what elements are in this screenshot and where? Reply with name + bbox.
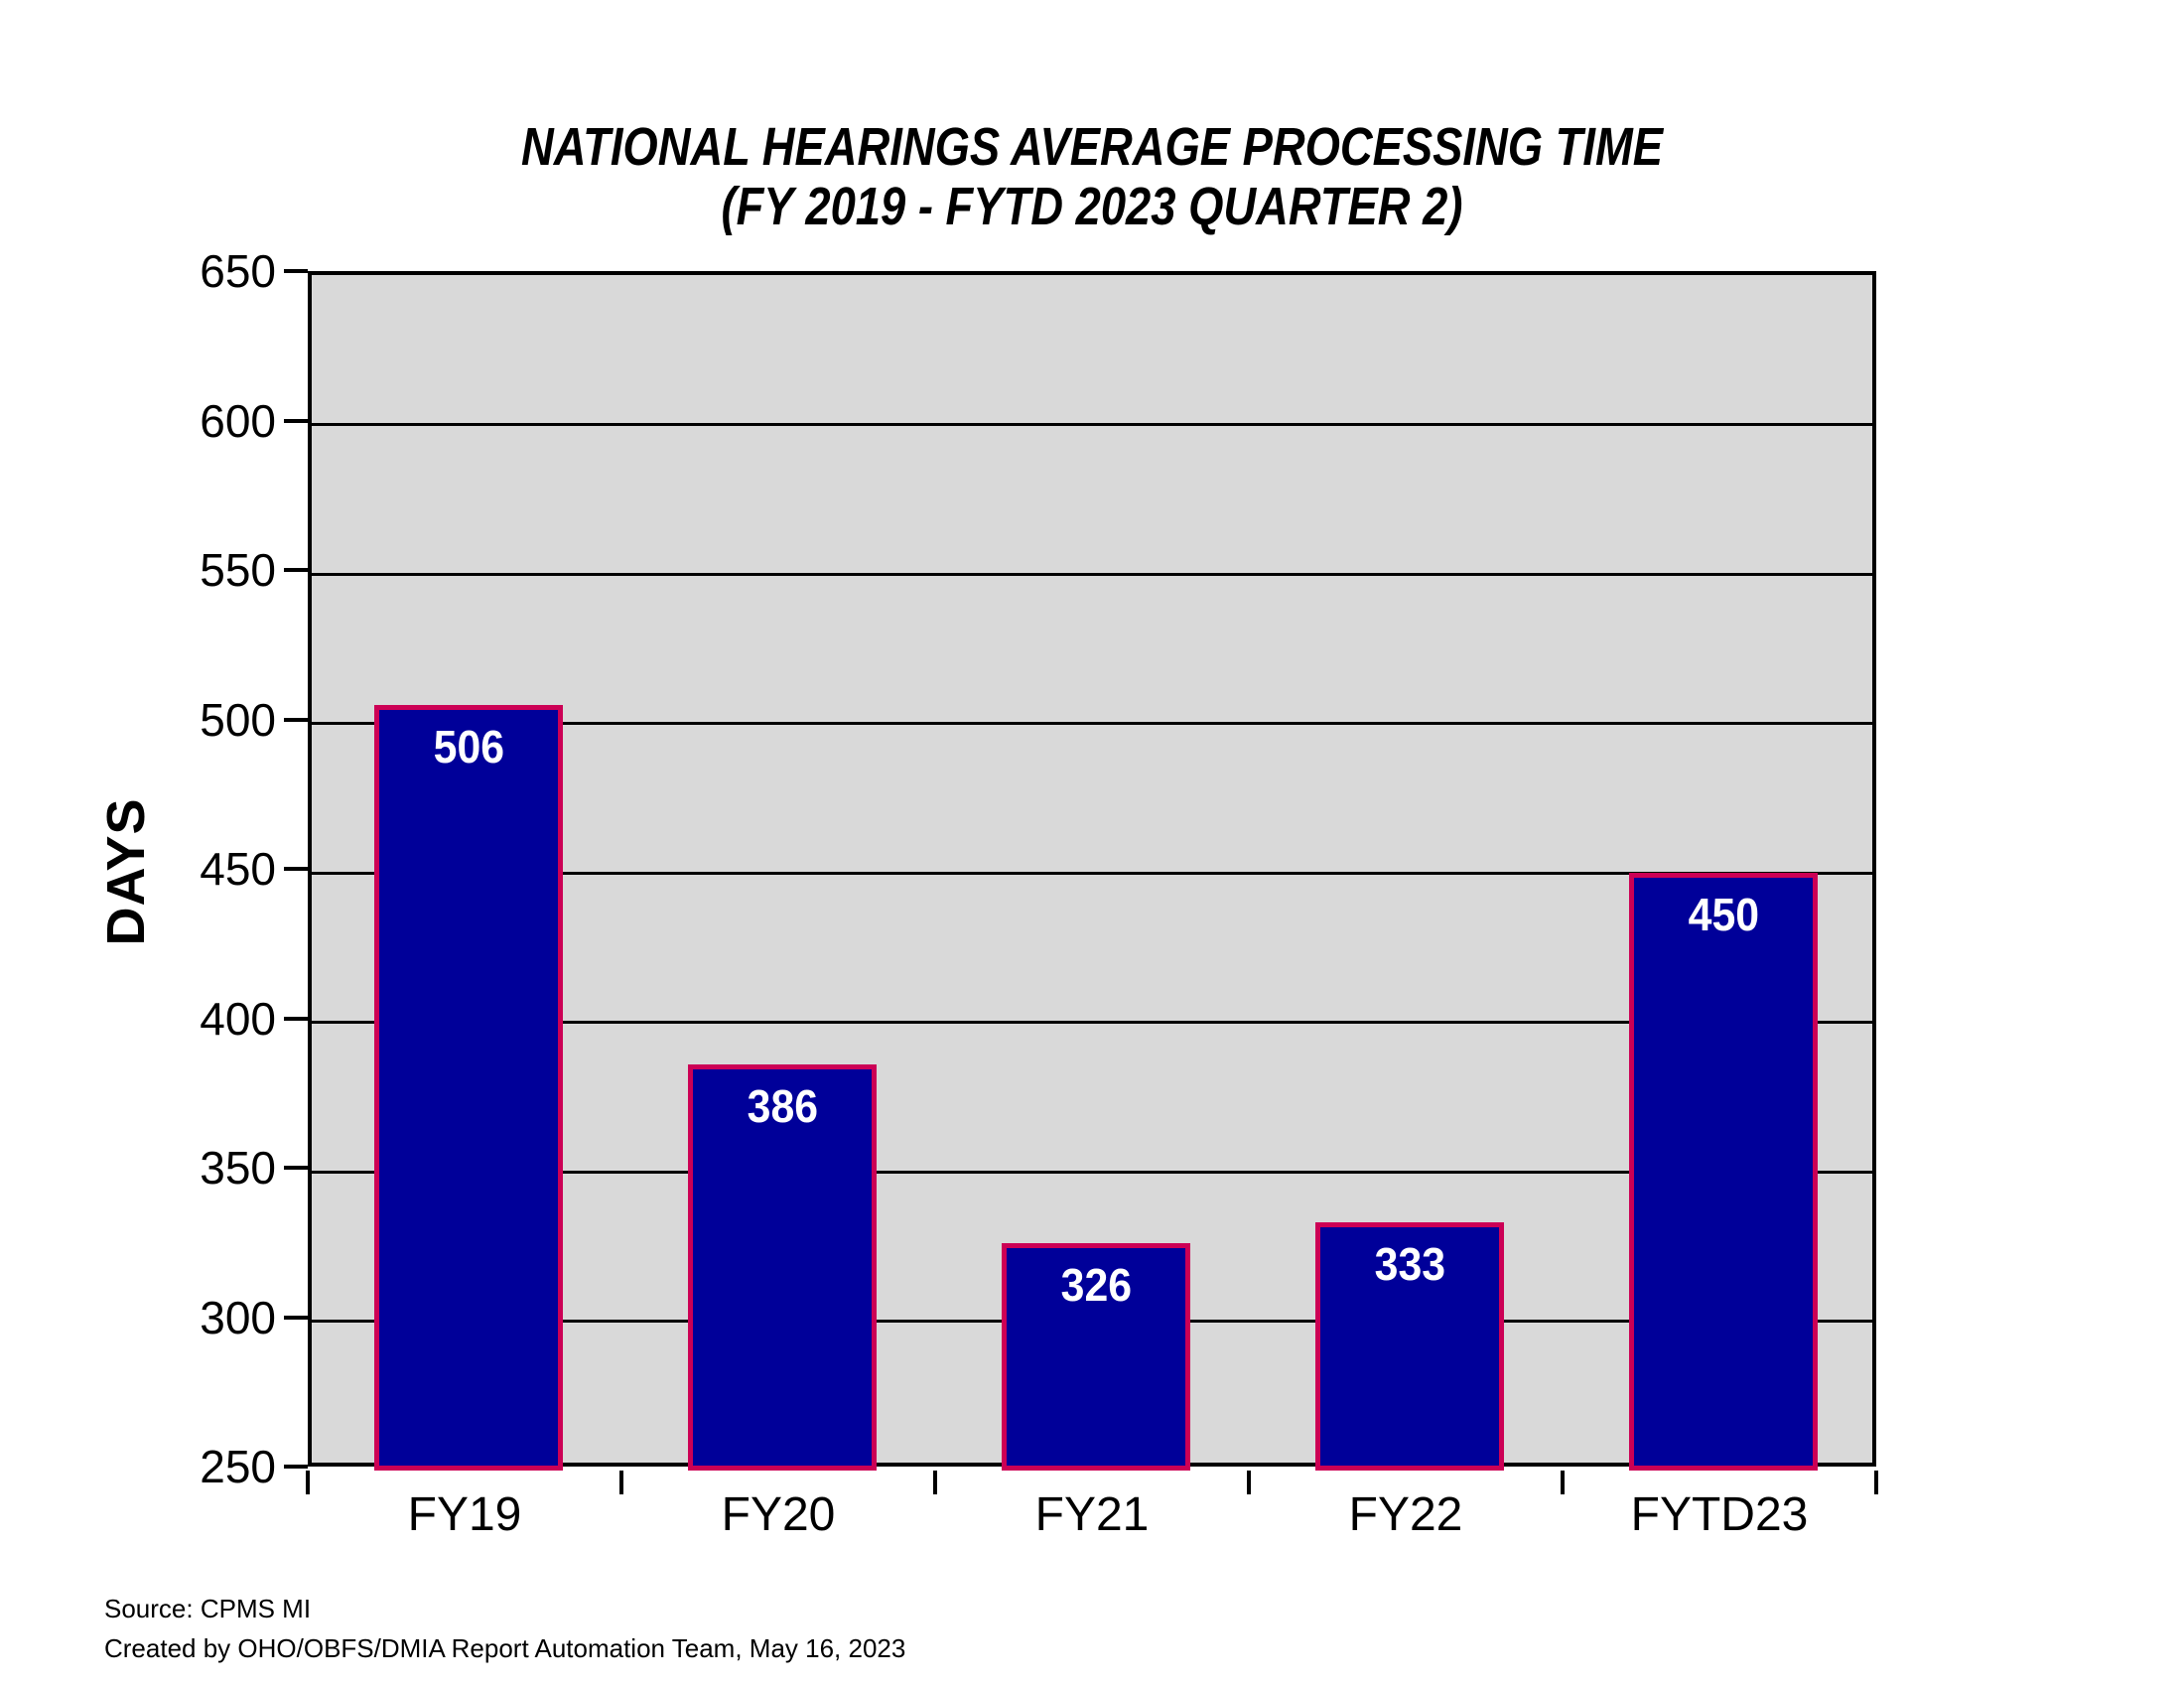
gridline-550 xyxy=(312,572,1872,576)
x-axis-label-FY22: FY22 xyxy=(1348,1488,1463,1541)
bar-value-label-FY21: 326 xyxy=(1060,1259,1132,1311)
chart-title-line2: (FY 2019 - FYTD 2023 QUARTER 2) xyxy=(721,177,1463,237)
x-axis-label-FYTD23: FYTD23 xyxy=(1630,1488,1809,1541)
bar-FY20: 386 xyxy=(688,1064,877,1471)
bar-FY19: 506 xyxy=(374,705,563,1471)
x-axis-label-FY20: FY20 xyxy=(721,1488,836,1541)
x-axis-label-FY21: FY21 xyxy=(1034,1488,1150,1541)
footer-source: Source: CPMS MI xyxy=(104,1594,312,1623)
gridline-450 xyxy=(312,871,1872,875)
plot-area: 506 386 326 333 450 xyxy=(308,271,1876,1471)
x-axis-tick-1 xyxy=(619,1471,623,1494)
y-axis-label-450: 450 xyxy=(200,843,276,895)
bar-FY22: 333 xyxy=(1315,1222,1504,1471)
y-axis-label-400: 400 xyxy=(200,992,276,1045)
footer-notes: Source: CPMS MI Created by OHO/OBFS/DMIA… xyxy=(104,1589,905,1669)
x-axis-label-FY19: FY19 xyxy=(407,1488,522,1541)
y-axis-tick-550 xyxy=(284,568,308,572)
gridline-600 xyxy=(312,423,1872,426)
y-axis-label-350: 350 xyxy=(200,1142,276,1194)
x-axis-tick-4 xyxy=(1561,1471,1565,1494)
bar-value-label-FY19: 506 xyxy=(433,721,504,773)
bar-value-label-FYTD23: 450 xyxy=(1688,889,1759,940)
y-axis-tick-600 xyxy=(284,418,308,423)
footer-created-by: Created by OHO/OBFS/DMIA Report Automati… xyxy=(104,1633,906,1664)
chart-title-line1: NATIONAL HEARINGS AVERAGE PROCESSING TIM… xyxy=(520,117,1664,177)
gridline-350 xyxy=(312,1170,1872,1174)
y-axis-tick-400 xyxy=(284,1016,308,1021)
y-axis-label-500: 500 xyxy=(200,693,276,746)
x-axis-tick-2 xyxy=(933,1471,937,1494)
y-axis-label-650: 650 xyxy=(200,245,276,297)
y-axis-tick-500 xyxy=(284,717,308,722)
gridline-500 xyxy=(312,722,1872,725)
bar-value-label-FY22: 333 xyxy=(1374,1238,1445,1290)
x-axis-tick-0 xyxy=(306,1471,310,1494)
y-axis-tick-350 xyxy=(284,1166,308,1170)
bar-value-label-FY20: 386 xyxy=(747,1080,818,1132)
bar-FY21: 326 xyxy=(1002,1243,1190,1471)
y-axis-tick-250 xyxy=(284,1465,308,1469)
y-axis-label-600: 600 xyxy=(200,394,276,447)
gridline-400 xyxy=(312,1021,1872,1024)
x-axis-tick-5 xyxy=(1874,1471,1878,1494)
chart-title: NATIONAL HEARINGS AVERAGE PROCESSING TIM… xyxy=(0,117,2184,237)
y-axis-label-300: 300 xyxy=(200,1291,276,1343)
y-axis-label-250: 250 xyxy=(200,1441,276,1492)
y-axis-label-550: 550 xyxy=(200,544,276,596)
y-axis-tick-300 xyxy=(284,1315,308,1320)
x-axis-tick-3 xyxy=(1247,1471,1251,1494)
y-axis-tick-650 xyxy=(284,269,308,273)
y-axis-tick-450 xyxy=(284,867,308,871)
bar-FYTD23: 450 xyxy=(1629,873,1818,1471)
